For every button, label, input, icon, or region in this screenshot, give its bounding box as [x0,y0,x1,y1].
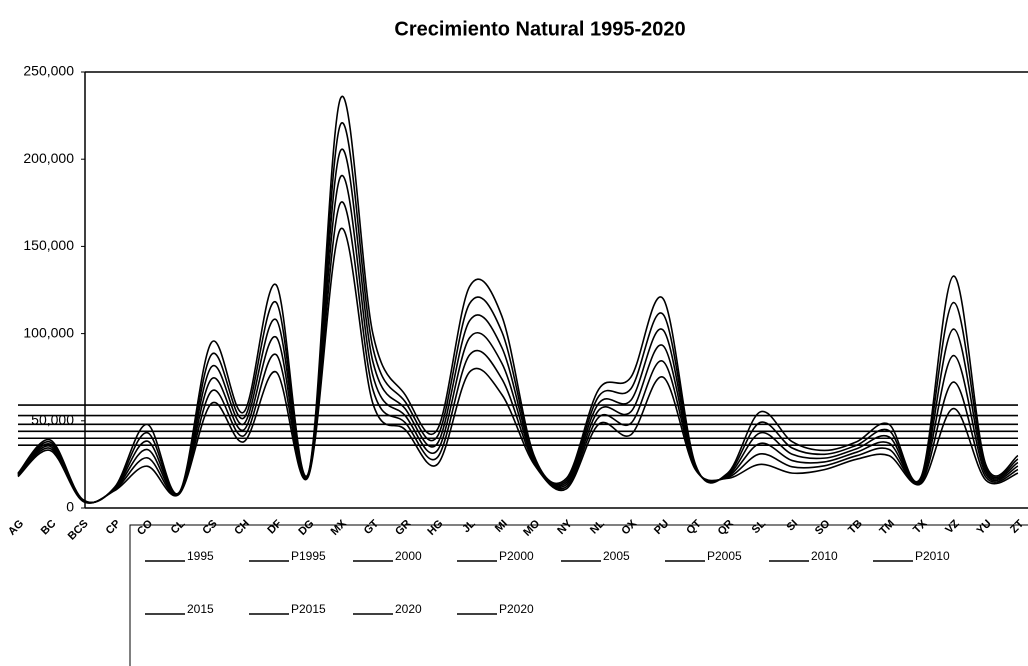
x-tick-label: MI [493,518,510,535]
x-tick-label: BC [39,518,59,538]
x-tick-label: CO [135,517,155,537]
legend-label: P2020 [499,602,534,616]
legend-label: P2015 [291,602,326,616]
x-tick-label: SI [785,518,801,534]
series-line [17,122,1019,504]
chart-title: Crecimiento Natural 1995-2020 [394,18,685,40]
x-tick-label: ZT [1008,518,1026,536]
series-line [17,148,1019,504]
series-line [17,174,1019,504]
legend-label: P2010 [915,549,950,563]
x-tick-label: CH [232,518,252,538]
legend-label: 2000 [395,549,422,563]
x-tick-label: GT [362,517,381,536]
x-tick-label: DF [265,517,284,536]
legend-label: 2015 [187,602,214,616]
x-tick-label: CL [169,517,188,536]
y-tick-label: 0 [66,499,74,515]
y-tick-label: 250,000 [23,63,74,79]
legend-label: 2010 [811,549,838,563]
legend-label: 2005 [603,549,630,563]
x-tick-label: OX [619,517,639,537]
legend-label: P2005 [707,549,742,563]
x-tick-label: YU [975,518,994,537]
series-line [17,95,1019,504]
y-tick-label: 100,000 [23,324,74,340]
x-tick-label: BCS [66,518,91,543]
x-tick-label: AG [6,518,26,538]
y-tick-label: 200,000 [23,150,74,166]
y-tick-label: 50,000 [31,412,74,428]
x-tick-label: GR [393,518,413,538]
x-tick-label: TM [877,518,897,538]
x-tick-label: CS [200,518,219,537]
x-tick-label: QT [684,517,703,536]
series-line [17,227,1019,504]
x-tick-label: MO [521,517,542,538]
x-tick-label: PU [652,518,671,537]
legend-label: P2000 [499,549,534,563]
x-tick-label: DG [296,518,316,538]
x-tick-label: SL [750,517,769,536]
y-tick-label: 150,000 [23,237,74,253]
legend-label: 1995 [187,549,214,563]
x-tick-label: TX [911,517,930,536]
x-tick-label: QR [716,518,736,538]
x-tick-label: JL [460,517,478,535]
legend-box [129,524,1028,666]
x-tick-label: NY [555,517,575,537]
legend-label: P1995 [291,549,326,563]
x-tick-label: CP [104,518,123,537]
x-tick-label: SO [813,517,833,537]
legend-label: 2020 [395,602,422,616]
x-tick-label: TB [846,518,865,537]
x-tick-label: VZ [943,517,962,536]
x-tick-label: MX [329,517,350,538]
x-tick-label: HG [425,518,445,538]
x-tick-label: NL [588,517,607,536]
series-line [17,201,1019,504]
